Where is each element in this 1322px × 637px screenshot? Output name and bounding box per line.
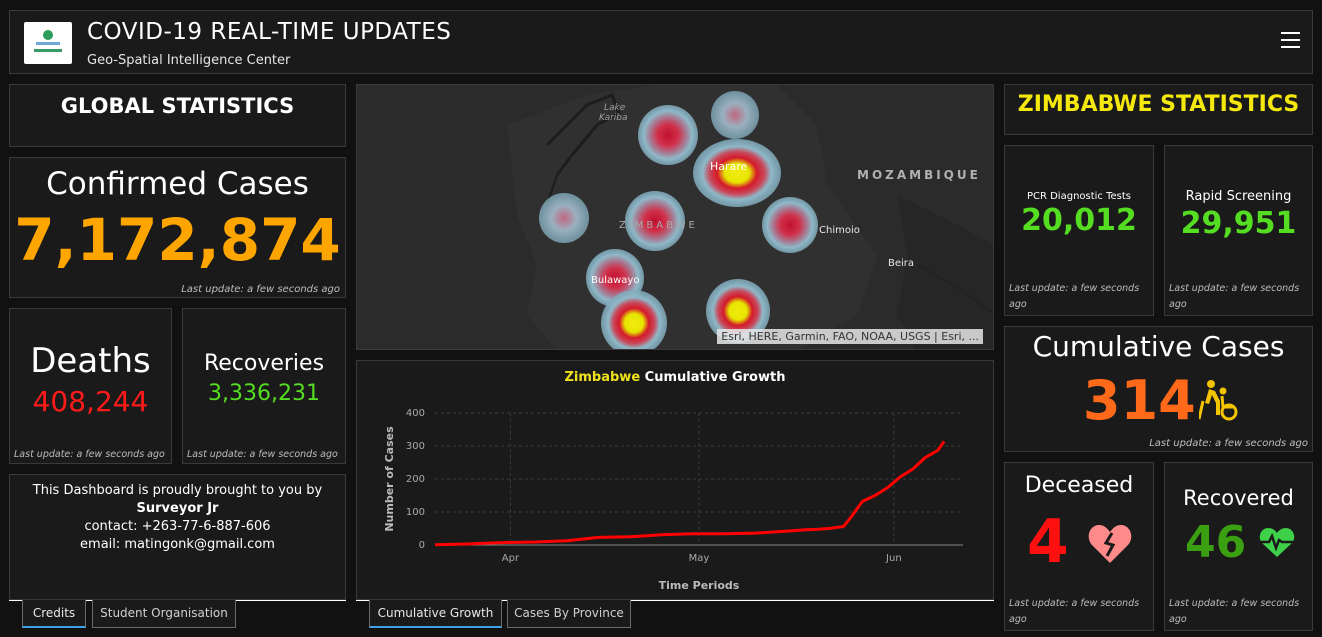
chart-title-highlight: Zimbabwe: [564, 370, 641, 385]
last-update-text: Last update: a few seconds ago: [187, 449, 338, 460]
chart-title-rest: Cumulative Growth: [640, 370, 786, 385]
recoveries-value: 3,336,231: [208, 381, 320, 406]
chart-tab-divider: [356, 600, 994, 601]
line-chart: 0 100 200 300 400 Apr May Jun Time Periods Number…: [383, 408, 963, 592]
x-tick-label: Jun: [885, 553, 902, 564]
map-label-mozambique: MOZAMBIQUE: [857, 168, 981, 182]
confirmed-cases-panel: Confirmed Cases 7,172,874 Last update: a…: [9, 157, 346, 298]
y-tick-label: 100: [406, 507, 425, 518]
cumulative-cases-value: 314: [1083, 369, 1196, 432]
tab-cumulative-growth[interactable]: Cumulative Growth: [369, 600, 502, 628]
credits-intro: This Dashboard is proudly brought to you…: [32, 483, 323, 498]
cumulative-cases-panel: Cumulative Cases 314 Last update: a few …: [1004, 326, 1313, 452]
broken-heart-icon: [1088, 525, 1132, 563]
y-tick-label: 200: [406, 474, 425, 485]
last-update-text: Last update: a few seconds ago: [181, 284, 340, 295]
map-label-harare: Harare: [710, 160, 748, 173]
credits-email: email: matingonk@gmail.com: [80, 537, 275, 552]
deceased-label: Deceased: [1024, 473, 1134, 498]
map-label-kariba: Kariba: [599, 113, 628, 123]
map-canvas: Lake Kariba ZIMBABWE MOZAMBIQUE Harare B…: [357, 85, 993, 349]
tab-credits[interactable]: Credits: [22, 600, 86, 628]
zimbabwe-statistics-title-panel: ZIMBABWE STATISTICS: [1004, 84, 1313, 135]
rapid-screening-label: Rapid Screening: [1185, 189, 1292, 204]
recovered-label: Recovered: [1183, 486, 1294, 510]
last-update-text: Last update: a few seconds ago: [1009, 598, 1140, 625]
y-tick-label: 0: [419, 540, 425, 551]
recovered-value: 46: [1185, 517, 1247, 568]
rapid-screening-value: 29,951: [1180, 206, 1297, 241]
last-update-text: Last update: a few seconds ago: [1169, 598, 1300, 625]
wheelchair-assist-icon: [1199, 380, 1238, 421]
deaths-panel: Deaths 408,244 Last update: a few second…: [9, 308, 172, 464]
pcr-tests-value: 20,012: [1021, 203, 1137, 238]
app-title: COVID-19 REAL-TIME UPDATES: [87, 19, 452, 45]
heat-map[interactable]: Lake Kariba ZIMBABWE MOZAMBIQUE Harare B…: [356, 84, 994, 350]
deceased-panel: Deceased 4 Last update: a few seconds ag…: [1004, 462, 1154, 631]
series-line: [434, 440, 946, 547]
hamburger-menu-icon[interactable]: [1281, 32, 1300, 49]
chart-title: Zimbabwe Cumulative Growth: [357, 370, 993, 385]
confirmed-cases-label: Confirmed Cases: [46, 166, 309, 202]
global-statistics-title: GLOBAL STATISTICS: [60, 94, 295, 118]
deceased-value: 4: [1027, 507, 1069, 577]
x-tick-label: Apr: [502, 553, 520, 564]
recoveries-panel: Recoveries 3,336,231 Last update: a few …: [182, 308, 346, 464]
map-label-chimoio: Chimoio: [819, 225, 860, 236]
map-label-beira: Beira: [888, 258, 914, 269]
tab-cases-by-province[interactable]: Cases By Province: [507, 600, 631, 628]
tab-student-organisation[interactable]: Student Organisation: [92, 600, 236, 628]
last-update-text: Last update: a few seconds ago: [1149, 438, 1308, 449]
cumulative-growth-chart-panel: Zimbabwe Cumulative Growth 0 100 200 300 400…: [356, 360, 994, 600]
map-label-bulawayo: Bulawayo: [591, 275, 639, 286]
map-label-lake: Lake: [604, 103, 626, 113]
x-tick-label: May: [689, 553, 710, 564]
credits-contact: contact: +263-77-6-887-606: [84, 519, 271, 534]
confirmed-cases-value: 7,172,874: [14, 206, 341, 274]
credits-name: Surveyor Jr: [136, 501, 219, 516]
y-tick-label: 400: [406, 408, 425, 419]
map-attribution[interactable]: Esri, HERE, Garmin, FAO, NOAA, USGS | Es…: [717, 329, 983, 344]
cumulative-cases-label: Cumulative Cases: [1032, 330, 1285, 363]
last-update-text: Last update: a few seconds ago: [1009, 283, 1140, 310]
y-tick-label: 300: [406, 441, 425, 452]
credits-panel: This Dashboard is proudly brought to you…: [9, 474, 346, 600]
pcr-tests-panel: PCR Diagnostic Tests 20,012 Last update:…: [1004, 145, 1154, 316]
global-statistics-title-panel: GLOBAL STATISTICS: [9, 84, 346, 147]
last-update-text: Last update: a few seconds ago: [1169, 283, 1300, 310]
deaths-value: 408,244: [32, 385, 149, 418]
geospatial-logo: [24, 22, 72, 64]
last-update-text: Last update: a few seconds ago: [14, 449, 165, 460]
zimbabwe-statistics-title: ZIMBABWE STATISTICS: [1017, 92, 1300, 117]
pcr-tests-label: PCR Diagnostic Tests: [1026, 191, 1132, 202]
map-label-zimbabwe: ZIMBABWE: [619, 220, 698, 231]
y-axis-label: Number of Cases: [383, 426, 396, 532]
heartbeat-icon: [1259, 528, 1295, 557]
app-header: COVID-19 REAL-TIME UPDATES Geo-Spatial I…: [9, 10, 1313, 74]
recovered-panel: Recovered 46 Last update: a few seconds …: [1164, 462, 1313, 631]
deaths-label: Deaths: [30, 341, 151, 381]
app-subtitle: Geo-Spatial Intelligence Center: [87, 53, 291, 68]
x-axis-label: Time Periods: [659, 579, 740, 592]
rapid-screening-panel: Rapid Screening 29,951 Last update: a fe…: [1164, 145, 1313, 316]
recoveries-label: Recoveries: [203, 351, 325, 376]
